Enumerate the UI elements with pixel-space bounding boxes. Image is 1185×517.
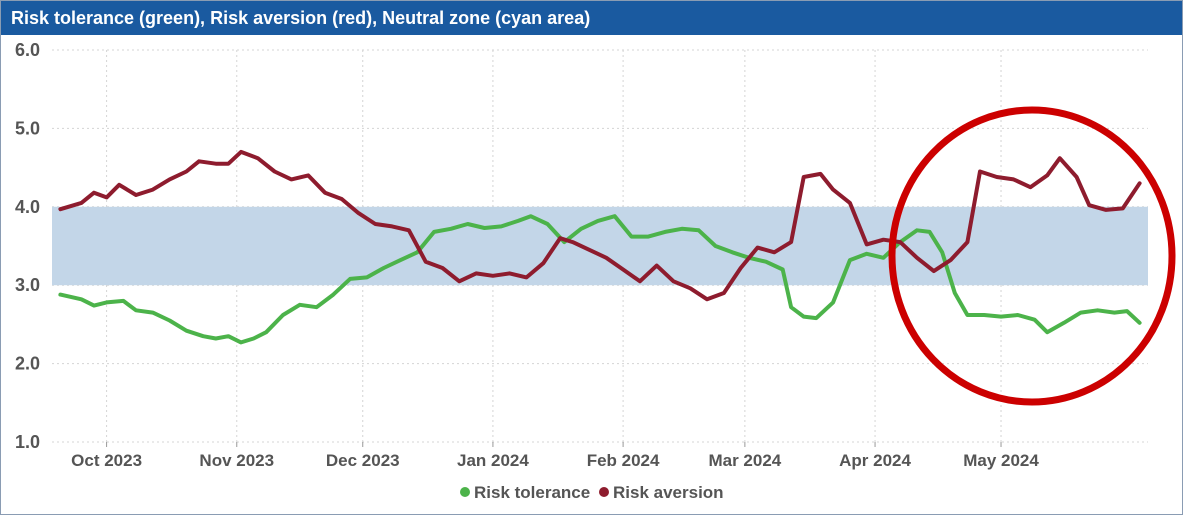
y-axis: 1.0 2.0 3.0 4.0 5.0 6.0 bbox=[15, 40, 40, 452]
x-axis: Oct 2023 Nov 2023 Dec 2023 Jan 2024 Feb 2024… bbox=[71, 442, 1039, 470]
x-tick-label: Feb 2024 bbox=[587, 451, 660, 470]
y-tick-label: 3.0 bbox=[15, 275, 40, 295]
x-tick-label: Oct 2023 bbox=[71, 451, 142, 470]
y-tick-label: 2.0 bbox=[15, 354, 40, 374]
legend-marker-risk-tolerance bbox=[460, 487, 470, 497]
x-tick-label: Mar 2024 bbox=[708, 451, 781, 470]
series-line-risk-aversion bbox=[58, 149, 1142, 302]
x-tick-label: May 2024 bbox=[963, 451, 1039, 470]
chart-title: Risk tolerance (green), Risk aversion (r… bbox=[1, 1, 1182, 35]
y-tick-label: 6.0 bbox=[15, 40, 40, 60]
x-tick-label: Dec 2023 bbox=[326, 451, 400, 470]
series-line-risk-tolerance bbox=[58, 214, 1142, 345]
x-tick-label: Jan 2024 bbox=[457, 451, 529, 470]
highlight-circle bbox=[888, 106, 1176, 406]
legend-label-risk-tolerance: Risk tolerance bbox=[474, 483, 590, 502]
legend-label-risk-aversion: Risk aversion bbox=[613, 483, 724, 502]
legend-marker-risk-aversion bbox=[599, 487, 609, 497]
x-tick-label: Nov 2023 bbox=[199, 451, 274, 470]
legend: Risk tolerance Risk aversion bbox=[460, 483, 724, 502]
series-layer bbox=[58, 149, 1142, 345]
y-tick-label: 1.0 bbox=[15, 432, 40, 452]
x-tick-label: Apr 2024 bbox=[839, 451, 911, 470]
y-tick-label: 4.0 bbox=[15, 197, 40, 217]
y-tick-label: 5.0 bbox=[15, 118, 40, 138]
